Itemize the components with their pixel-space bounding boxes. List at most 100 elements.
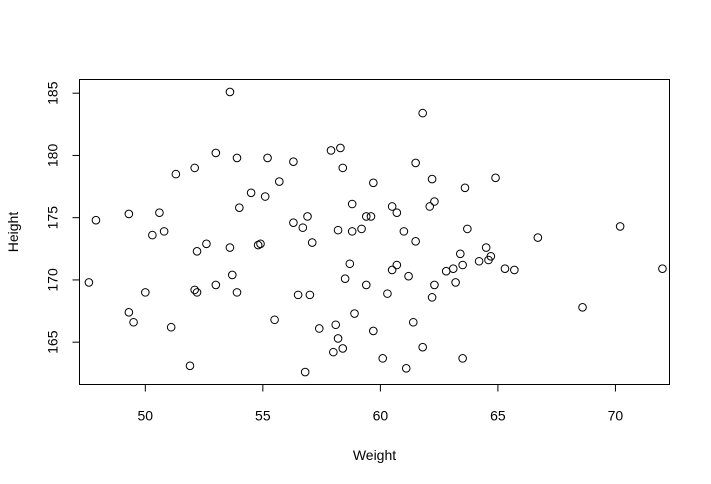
data-point <box>418 342 427 352</box>
data-point <box>166 322 176 332</box>
data-point <box>411 158 420 168</box>
data-point <box>338 344 348 353</box>
data-point <box>463 224 472 234</box>
data-point <box>455 249 465 259</box>
data-point <box>369 178 378 188</box>
data-point <box>159 227 169 236</box>
data-point <box>225 243 235 252</box>
data-point <box>192 288 202 297</box>
data-point <box>387 265 397 275</box>
data-point <box>307 238 317 247</box>
data-point <box>289 218 298 227</box>
data-point <box>357 224 366 234</box>
data-point <box>303 212 312 221</box>
data-point <box>124 307 134 317</box>
data-point <box>129 317 138 327</box>
data-point <box>305 290 315 300</box>
data-point <box>293 290 303 300</box>
data-point <box>347 227 357 236</box>
data-point <box>451 278 460 287</box>
x-tick-label: 60 <box>373 408 389 424</box>
data-point <box>383 289 392 298</box>
data-point <box>350 309 359 318</box>
data-point <box>378 354 388 363</box>
data-point <box>458 260 467 270</box>
y-tick-label: 170 <box>45 268 61 292</box>
y-tick-label: 185 <box>45 81 61 105</box>
data-point <box>141 288 150 297</box>
data-point <box>387 202 397 211</box>
data-point <box>298 223 308 232</box>
data-point <box>392 208 402 218</box>
x-tick-label: 55 <box>255 408 271 424</box>
x-tick-label: 70 <box>608 408 624 424</box>
data-point <box>430 197 439 206</box>
x-tick-label: 50 <box>138 408 154 424</box>
y-tick-label: 165 <box>45 330 61 354</box>
data-point <box>430 280 439 290</box>
data-point <box>427 293 437 302</box>
x-axis: 50 55 60 65 70 <box>138 384 624 424</box>
data-point <box>486 251 496 261</box>
data-point <box>84 278 94 287</box>
data-point <box>399 227 409 236</box>
data-point <box>460 183 470 193</box>
data-point <box>270 315 279 325</box>
data-point <box>202 239 211 249</box>
data-point <box>333 334 343 343</box>
data-point <box>481 243 491 252</box>
data-point <box>148 230 157 240</box>
data-point <box>408 317 418 327</box>
data-point <box>260 192 270 201</box>
x-axis-label: Weight <box>353 447 396 463</box>
data-point <box>361 280 371 290</box>
data-point <box>91 215 101 225</box>
data-point <box>275 177 284 186</box>
data-point <box>578 303 587 312</box>
data-point <box>366 212 376 221</box>
data-point <box>289 157 298 166</box>
data-point <box>326 146 336 155</box>
data-point <box>253 240 263 250</box>
data-point <box>615 222 625 231</box>
data-point <box>491 173 500 183</box>
data-point <box>500 264 510 274</box>
y-tick-label: 175 <box>45 206 61 230</box>
data-point <box>232 288 242 297</box>
data-point <box>331 320 341 330</box>
y-axis: 165 170 175 180 185 <box>45 81 80 354</box>
data-point <box>361 212 371 221</box>
data-point <box>369 326 378 336</box>
data-points <box>84 87 667 377</box>
data-point <box>658 264 667 274</box>
data-point <box>232 153 242 163</box>
data-point <box>171 169 181 179</box>
data-point <box>392 260 402 270</box>
data-point <box>190 285 199 295</box>
data-point <box>345 259 355 269</box>
data-point <box>124 209 134 219</box>
data-point <box>235 203 244 213</box>
data-point <box>246 188 256 198</box>
data-point <box>185 361 195 371</box>
data-point <box>448 264 458 274</box>
data-point <box>533 233 543 242</box>
data-point <box>347 199 357 209</box>
data-point <box>263 153 272 163</box>
y-axis-label: Height <box>5 212 21 253</box>
data-point <box>418 108 427 118</box>
data-point <box>155 208 164 218</box>
data-point <box>441 266 451 276</box>
data-point <box>329 347 338 357</box>
data-point <box>338 163 348 173</box>
data-point <box>336 143 345 153</box>
data-point <box>225 87 235 97</box>
data-point <box>458 354 467 363</box>
data-point <box>340 274 350 283</box>
data-point <box>510 265 519 275</box>
data-point <box>211 280 221 290</box>
data-point <box>474 256 484 266</box>
y-tick-label: 180 <box>45 144 61 168</box>
data-point <box>333 225 343 235</box>
